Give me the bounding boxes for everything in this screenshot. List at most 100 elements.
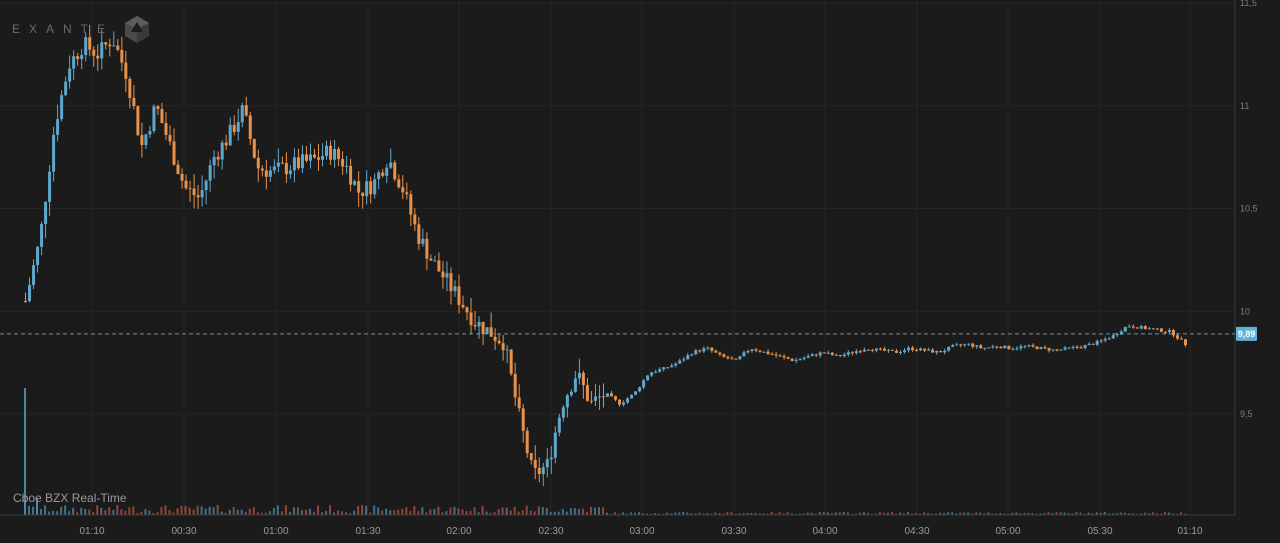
candle-body [108, 44, 112, 47]
volume-bar [425, 512, 428, 515]
candle-body [738, 356, 742, 360]
volume-bar [132, 506, 135, 515]
candle-body [148, 131, 152, 135]
candle-body [830, 352, 834, 356]
candle-body [1023, 345, 1027, 347]
candle-body [44, 201, 48, 225]
volume-bar [389, 510, 392, 515]
candle-body [533, 459, 537, 468]
volume-bar [597, 507, 600, 515]
volume-bar [830, 513, 833, 515]
volume-bar [304, 509, 307, 515]
candle-body [1179, 338, 1183, 340]
volume-bar [670, 513, 673, 515]
volume-bar [1127, 513, 1130, 515]
candle-body [682, 359, 686, 361]
candle-body [694, 350, 698, 355]
volume-bar [642, 513, 645, 515]
volume-bar [682, 512, 685, 515]
x-tick-label: 01:10 [1177, 526, 1202, 537]
candle-body [874, 348, 878, 351]
candle-body [746, 351, 750, 353]
volume-bar [1003, 513, 1006, 515]
candle-body [192, 188, 196, 196]
candle-body [822, 352, 826, 354]
candle-body [321, 156, 325, 160]
volume-bar [943, 512, 946, 515]
candle-body [794, 359, 798, 361]
volume-bar [1055, 512, 1058, 515]
volume-bar [886, 512, 889, 515]
volume-bar [878, 512, 881, 515]
candle-body [1059, 349, 1063, 351]
candle-body [156, 106, 160, 110]
candle-body [931, 349, 935, 353]
volume-bar [445, 511, 448, 515]
candle-body [597, 396, 601, 398]
volume-bar [80, 507, 83, 515]
candle-body [862, 349, 866, 352]
volume-bar [702, 513, 705, 515]
candle-body [485, 327, 489, 335]
candle-body [449, 273, 453, 292]
candle-body [557, 417, 561, 433]
candle-body [1163, 331, 1167, 333]
candle-body [160, 109, 164, 124]
volume-bar [798, 513, 801, 515]
candle-body [842, 354, 846, 357]
candle-body [999, 346, 1003, 349]
volume-bar [104, 510, 107, 515]
volume-bar [983, 513, 986, 515]
volume-bar [690, 513, 693, 515]
candle-body [658, 369, 662, 372]
volume-bar [469, 511, 472, 515]
brand-name: EXANTE [12, 22, 115, 36]
volume-bar [790, 513, 793, 515]
candle-body [750, 349, 754, 352]
candle-body [1055, 349, 1059, 351]
candle-body [714, 350, 718, 353]
volume-bar [429, 509, 432, 515]
volume-bar [601, 507, 604, 515]
candle-body [1071, 346, 1075, 348]
volume-bar [806, 512, 809, 515]
volume-bar [409, 510, 412, 515]
volume-bar [694, 513, 697, 515]
volume-bar [762, 513, 765, 515]
candle-body [915, 349, 919, 351]
volume-bar [734, 513, 737, 515]
candle-body [276, 162, 280, 167]
candle-body [754, 349, 758, 351]
volume-bar [353, 510, 356, 515]
candle-body [866, 349, 870, 351]
volume-bar [927, 513, 930, 515]
y-tick-label: 9,5 [1240, 409, 1253, 419]
candle-body [878, 348, 882, 350]
volume-bar [1035, 513, 1038, 515]
volume-bar [377, 507, 380, 515]
candle-body [100, 42, 104, 59]
candle-body [296, 157, 300, 169]
candle-body [112, 45, 116, 47]
volume-bar [268, 511, 271, 515]
candle-body [1003, 345, 1007, 349]
volume-bar [537, 506, 540, 515]
volume-bar [1175, 513, 1178, 515]
candle-body [373, 179, 377, 195]
candle-body [216, 156, 220, 160]
volume-bar [1023, 513, 1026, 515]
volume-bar [858, 512, 861, 515]
candle-body [212, 156, 216, 166]
volume-bar [369, 512, 372, 515]
candle-body [172, 141, 176, 165]
volume-bar [722, 513, 725, 515]
candle-body [1151, 328, 1155, 330]
candle-body [646, 375, 650, 381]
volume-bar [882, 512, 885, 515]
candle-body [601, 396, 605, 398]
candle-body [778, 355, 782, 357]
volume-bar [995, 513, 998, 515]
volume-bar [120, 509, 123, 515]
candle-body [312, 154, 316, 158]
